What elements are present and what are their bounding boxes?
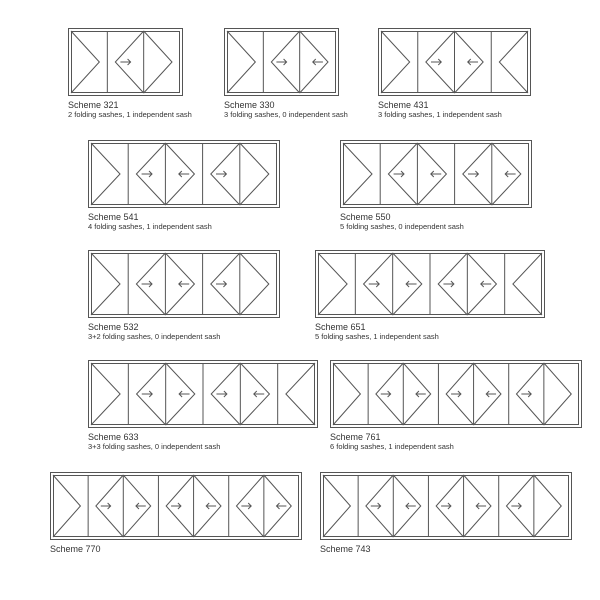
scheme-321: Scheme 3212 folding sashes, 1 independen…: [68, 28, 192, 120]
scheme-title: Scheme 761: [330, 432, 582, 442]
scheme-subtitle: 3+3 folding sashes, 0 independent sash: [88, 443, 318, 452]
scheme-grid: Scheme 3212 folding sashes, 1 independen…: [0, 0, 600, 600]
scheme-title: Scheme 550: [340, 212, 532, 222]
scheme-subtitle: 2 folding sashes, 1 independent sash: [68, 111, 192, 120]
scheme-770: Scheme 770: [50, 472, 302, 554]
scheme-subtitle: 6 folding sashes, 1 independent sash: [330, 443, 582, 452]
scheme-title: Scheme 330: [224, 100, 348, 110]
scheme-caption: Scheme 770: [50, 544, 302, 554]
scheme-subtitle: 4 folding sashes, 1 independent sash: [88, 223, 280, 232]
scheme-caption: Scheme 743: [320, 544, 572, 554]
scheme-caption: Scheme 5505 folding sashes, 0 independen…: [340, 212, 532, 232]
scheme-subtitle: 5 folding sashes, 0 independent sash: [340, 223, 532, 232]
scheme-title: Scheme 321: [68, 100, 192, 110]
scheme-541: Scheme 5414 folding sashes, 1 independen…: [88, 140, 280, 232]
scheme-title: Scheme 743: [320, 544, 572, 554]
scheme-subtitle: 5 folding sashes, 1 independent sash: [315, 333, 545, 342]
scheme-633: Scheme 6333+3 folding sashes, 0 independ…: [88, 360, 318, 452]
scheme-subtitle: 3 folding sashes, 0 independent sash: [224, 111, 348, 120]
scheme-761: Scheme 7616 folding sashes, 1 independen…: [330, 360, 582, 452]
scheme-431: Scheme 4313 folding sashes, 1 independen…: [378, 28, 531, 120]
scheme-title: Scheme 651: [315, 322, 545, 332]
scheme-title: Scheme 541: [88, 212, 280, 222]
scheme-743: Scheme 743: [320, 472, 572, 554]
scheme-caption: Scheme 6515 folding sashes, 1 independen…: [315, 322, 545, 342]
scheme-caption: Scheme 6333+3 folding sashes, 0 independ…: [88, 432, 318, 452]
scheme-caption: Scheme 5414 folding sashes, 1 independen…: [88, 212, 280, 232]
scheme-651: Scheme 6515 folding sashes, 1 independen…: [315, 250, 545, 342]
scheme-caption: Scheme 5323+2 folding sashes, 0 independ…: [88, 322, 280, 342]
scheme-title: Scheme 633: [88, 432, 318, 442]
scheme-title: Scheme 431: [378, 100, 531, 110]
scheme-330: Scheme 3303 folding sashes, 0 independen…: [224, 28, 348, 120]
scheme-caption: Scheme 3303 folding sashes, 0 independen…: [224, 100, 348, 120]
scheme-550: Scheme 5505 folding sashes, 0 independen…: [340, 140, 532, 232]
scheme-caption: Scheme 3212 folding sashes, 1 independen…: [68, 100, 192, 120]
scheme-subtitle: 3+2 folding sashes, 0 independent sash: [88, 333, 280, 342]
scheme-caption: Scheme 4313 folding sashes, 1 independen…: [378, 100, 531, 120]
scheme-subtitle: 3 folding sashes, 1 independent sash: [378, 111, 531, 120]
scheme-title: Scheme 770: [50, 544, 302, 554]
scheme-caption: Scheme 7616 folding sashes, 1 independen…: [330, 432, 582, 452]
scheme-title: Scheme 532: [88, 322, 280, 332]
scheme-532: Scheme 5323+2 folding sashes, 0 independ…: [88, 250, 280, 342]
